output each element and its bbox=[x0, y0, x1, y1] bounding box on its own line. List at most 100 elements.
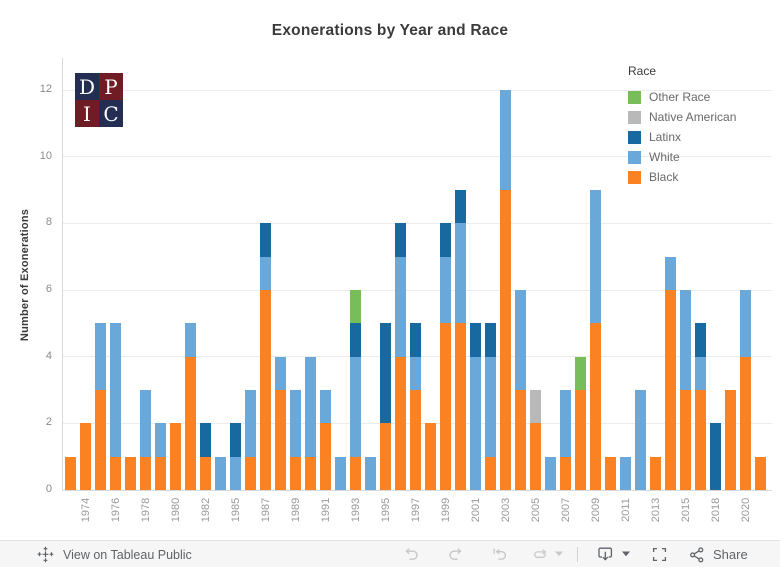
bar-1988[interactable] bbox=[275, 356, 286, 490]
bar-segment-black[interactable] bbox=[650, 456, 661, 490]
bar-segment-white[interactable] bbox=[485, 356, 496, 457]
bar-segment-latinx[interactable] bbox=[440, 223, 451, 257]
bar-1983[interactable] bbox=[215, 456, 226, 490]
bar-1976[interactable] bbox=[110, 323, 121, 490]
legend-item-other-race[interactable]: Other Race bbox=[628, 87, 736, 107]
bar-segment-white[interactable] bbox=[665, 256, 676, 290]
bar-segment-latinx[interactable] bbox=[380, 323, 391, 424]
bar-1990[interactable] bbox=[305, 356, 316, 490]
revert-button[interactable] bbox=[490, 545, 510, 565]
bar-segment-black[interactable] bbox=[65, 456, 76, 490]
fullscreen-button[interactable] bbox=[650, 545, 670, 565]
bar-segment-black[interactable] bbox=[755, 456, 766, 490]
bar-segment-white[interactable] bbox=[140, 390, 151, 457]
legend-item-latinx[interactable]: Latinx bbox=[628, 127, 736, 147]
bar-segment-white[interactable] bbox=[275, 356, 286, 390]
bar-segment-black[interactable] bbox=[500, 190, 511, 490]
bar-segment-white[interactable] bbox=[155, 423, 166, 457]
bar-1973[interactable] bbox=[65, 456, 76, 490]
replay-button[interactable] bbox=[531, 545, 551, 565]
bar-segment-other-race[interactable] bbox=[575, 356, 586, 390]
bar-segment-black[interactable] bbox=[605, 456, 616, 490]
bar-2002[interactable] bbox=[485, 323, 496, 490]
redo-button[interactable] bbox=[446, 545, 466, 565]
bar-segment-white[interactable] bbox=[545, 456, 556, 490]
bar-segment-black[interactable] bbox=[155, 456, 166, 490]
bar-segment-white[interactable] bbox=[455, 223, 466, 324]
bar-segment-white[interactable] bbox=[320, 390, 331, 424]
bar-segment-white[interactable] bbox=[695, 356, 706, 390]
bar-segment-black[interactable] bbox=[95, 389, 106, 490]
undo-button[interactable] bbox=[402, 545, 422, 565]
bar-segment-black[interactable] bbox=[245, 456, 256, 490]
bar-segment-white[interactable] bbox=[215, 456, 226, 490]
bar-segment-white[interactable] bbox=[470, 356, 481, 490]
bar-segment-latinx[interactable] bbox=[230, 423, 241, 457]
bar-2004[interactable] bbox=[515, 290, 526, 490]
download-button[interactable] bbox=[596, 545, 616, 565]
bar-segment-black[interactable] bbox=[485, 456, 496, 490]
bar-1991[interactable] bbox=[320, 390, 331, 490]
bar-segment-latinx[interactable] bbox=[470, 323, 481, 357]
bar-segment-white[interactable] bbox=[260, 256, 271, 290]
download-caret-icon[interactable] bbox=[621, 551, 641, 571]
bar-segment-black[interactable] bbox=[305, 456, 316, 490]
bar-segment-white[interactable] bbox=[185, 323, 196, 357]
bar-segment-latinx[interactable] bbox=[350, 323, 361, 357]
bar-1987[interactable] bbox=[260, 223, 271, 490]
bar-segment-white[interactable] bbox=[680, 290, 691, 390]
bar-2021[interactable] bbox=[755, 456, 766, 490]
bar-1982[interactable] bbox=[200, 423, 211, 490]
bar-segment-black[interactable] bbox=[185, 356, 196, 490]
legend-item-white[interactable]: White bbox=[628, 147, 736, 167]
bar-segment-black[interactable] bbox=[440, 323, 451, 490]
bar-2018[interactable] bbox=[710, 423, 721, 490]
bar-2003[interactable] bbox=[500, 90, 511, 490]
bar-segment-white[interactable] bbox=[500, 90, 511, 190]
bar-segment-latinx[interactable] bbox=[695, 323, 706, 357]
bar-1992[interactable] bbox=[335, 456, 346, 490]
bar-2013[interactable] bbox=[650, 456, 661, 490]
bar-2012[interactable] bbox=[635, 390, 646, 490]
bar-segment-black[interactable] bbox=[140, 456, 151, 490]
share-button[interactable]: Share bbox=[688, 541, 748, 568]
bar-segment-black[interactable] bbox=[740, 356, 751, 490]
bar-segment-latinx[interactable] bbox=[485, 323, 496, 357]
bar-2001[interactable] bbox=[470, 323, 481, 490]
bar-1975[interactable] bbox=[95, 323, 106, 490]
bar-segment-black[interactable] bbox=[275, 389, 286, 490]
bar-1974[interactable] bbox=[80, 423, 91, 490]
bar-1986[interactable] bbox=[245, 390, 256, 490]
bar-segment-latinx[interactable] bbox=[395, 223, 406, 257]
bar-segment-latinx[interactable] bbox=[710, 423, 721, 490]
legend-item-black[interactable]: Black bbox=[628, 167, 736, 187]
bar-segment-white[interactable] bbox=[635, 390, 646, 490]
bar-segment-latinx[interactable] bbox=[455, 190, 466, 224]
bar-segment-black[interactable] bbox=[170, 423, 181, 490]
bar-1999[interactable] bbox=[440, 223, 451, 490]
bar-2011[interactable] bbox=[620, 456, 631, 490]
bar-segment-black[interactable] bbox=[665, 289, 676, 490]
view-on-tableau-public-link[interactable]: View on Tableau Public bbox=[36, 541, 192, 568]
bar-1997[interactable] bbox=[410, 323, 421, 490]
bar-1977[interactable] bbox=[125, 456, 136, 490]
bar-2008[interactable] bbox=[575, 356, 586, 490]
bar-segment-black[interactable] bbox=[80, 423, 91, 490]
replay-speed-caret-icon[interactable] bbox=[554, 551, 574, 571]
bar-segment-white[interactable] bbox=[440, 256, 451, 324]
bar-segment-white[interactable] bbox=[290, 390, 301, 457]
bar-segment-black[interactable] bbox=[380, 423, 391, 490]
bar-segment-black[interactable] bbox=[110, 456, 121, 490]
bar-2006[interactable] bbox=[545, 456, 556, 490]
bar-2014[interactable] bbox=[665, 256, 676, 490]
bar-2005[interactable] bbox=[530, 390, 541, 490]
bar-2016[interactable] bbox=[695, 323, 706, 490]
bar-segment-black[interactable] bbox=[695, 389, 706, 490]
bar-segment-black[interactable] bbox=[680, 390, 691, 490]
bar-1994[interactable] bbox=[365, 456, 376, 490]
bar-segment-black[interactable] bbox=[260, 289, 271, 490]
bar-segment-white[interactable] bbox=[560, 390, 571, 457]
bar-1979[interactable] bbox=[155, 423, 166, 490]
bar-2010[interactable] bbox=[605, 456, 616, 490]
bar-segment-black[interactable] bbox=[530, 423, 541, 490]
